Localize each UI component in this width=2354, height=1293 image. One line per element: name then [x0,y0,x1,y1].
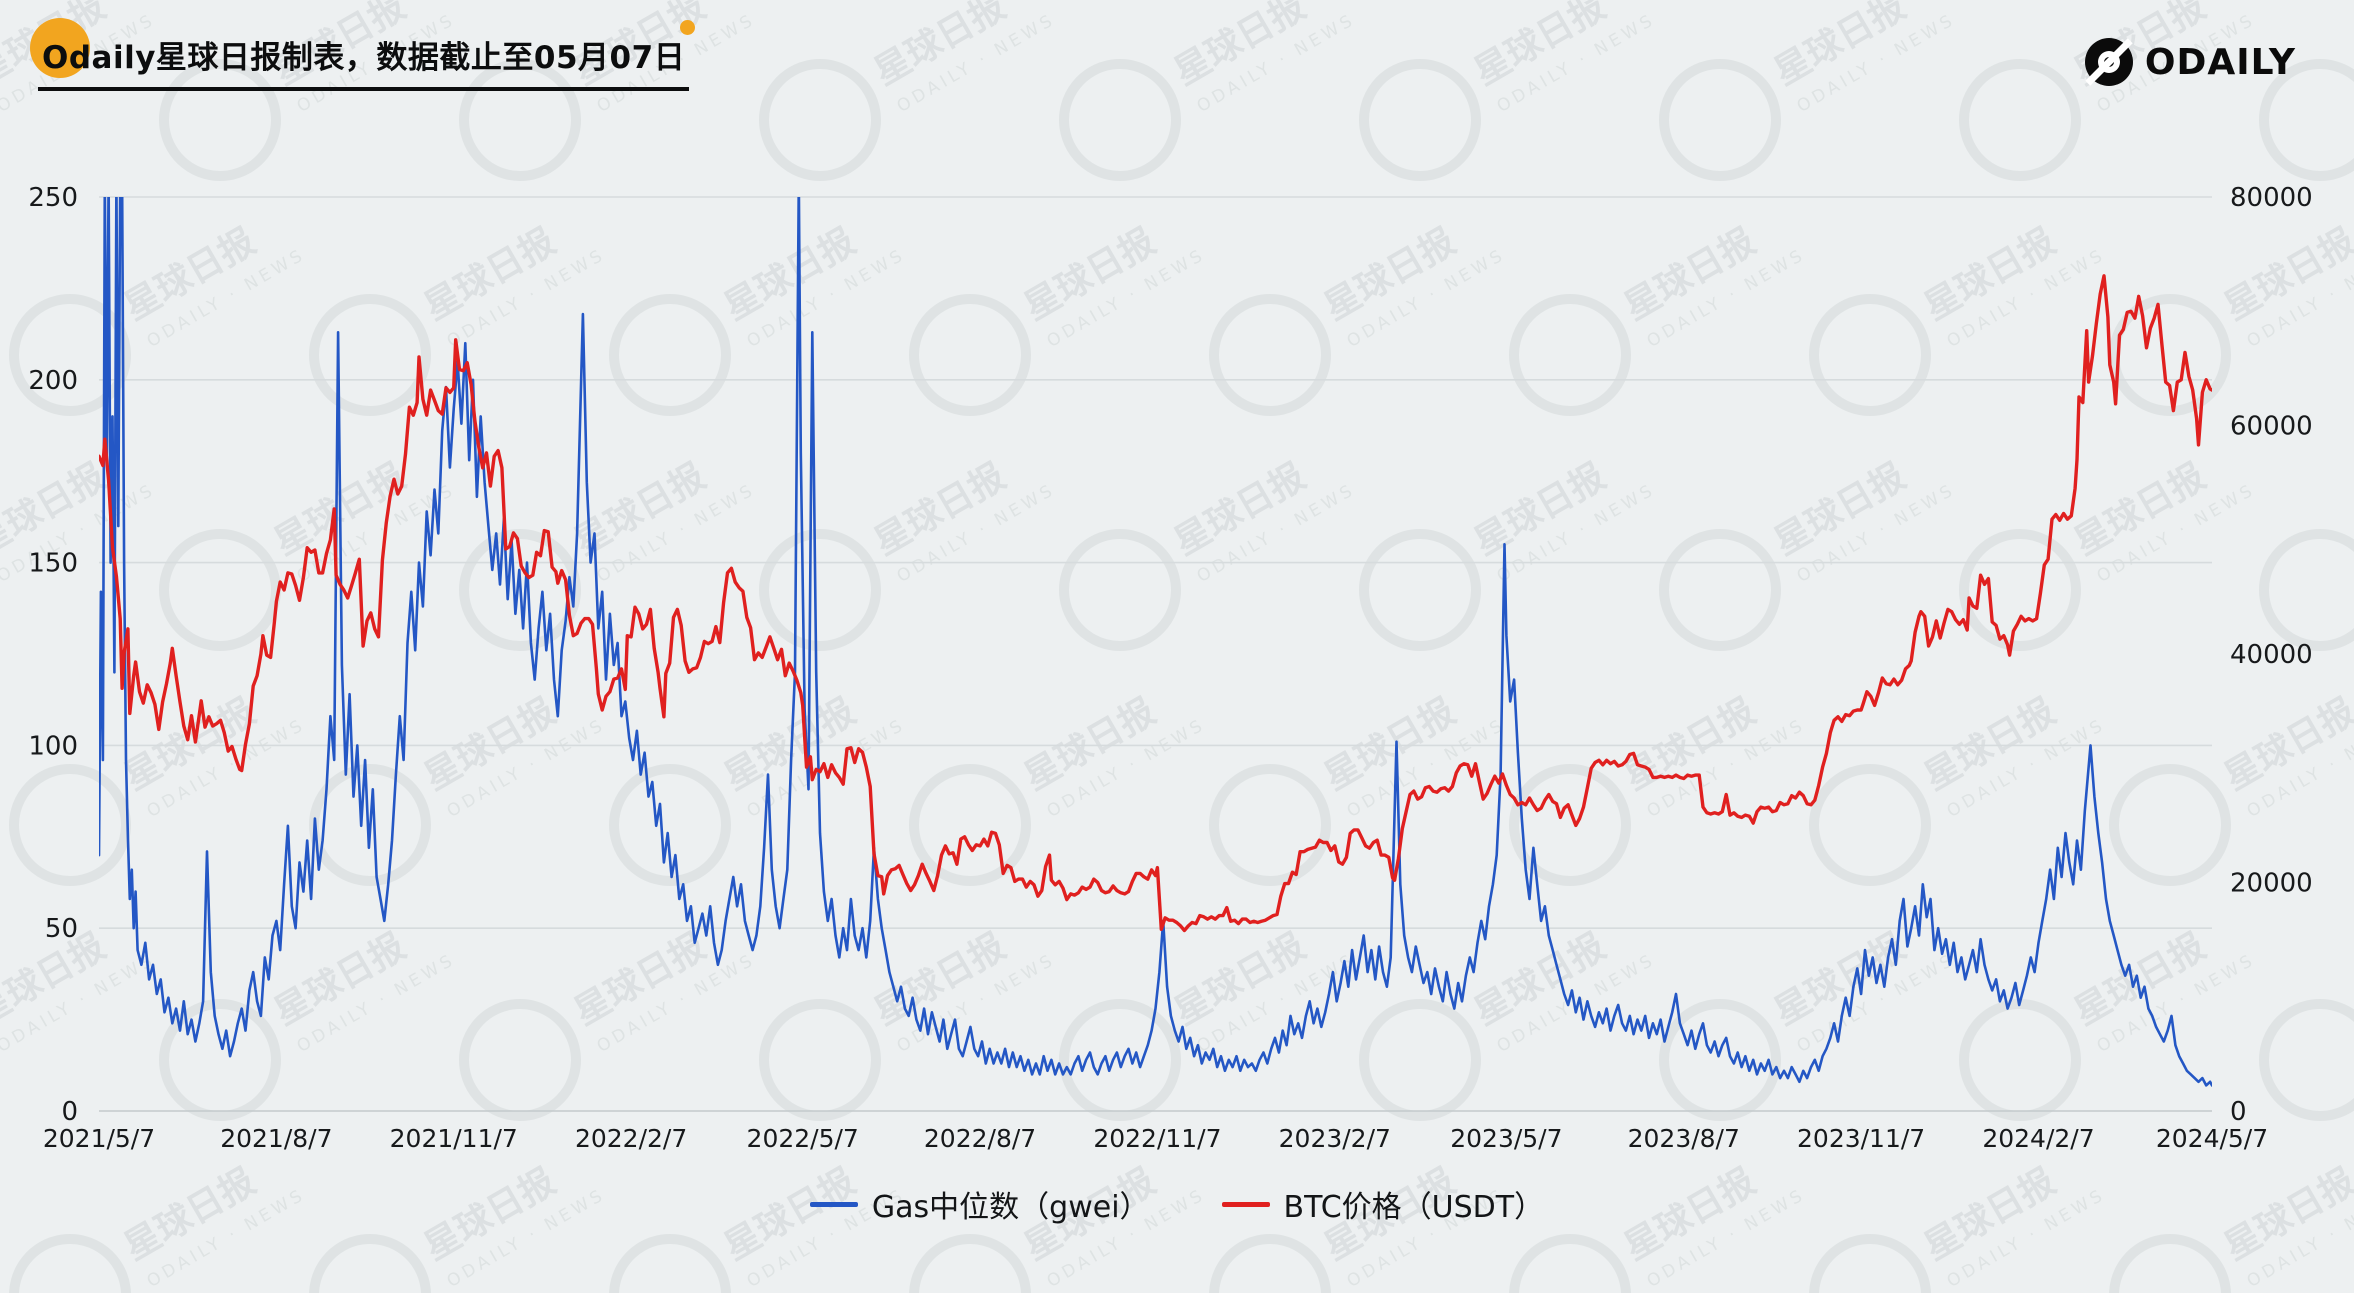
report-title-block: Odaily星球日报制表，数据截止至05月07日 [30,18,696,91]
odaily-logo-text: ODAILY [2144,41,2296,83]
page-title: Odaily星球日报制表，数据截止至05月07日 [38,24,690,91]
gridlines: 0 50 100 150 200 250 [28,183,2212,1127]
x-tick-label: 2024/2/7 [1982,1124,2094,1153]
x-tick-label: 2021/5/7 [43,1124,155,1153]
btc-line-swatch [1221,1201,1270,1207]
legend-item-btc: BTC价格（USDT） [1221,1182,1545,1226]
y-left-tick-label: 250 [28,183,78,213]
x-tick-label: 2023/8/7 [1628,1124,1740,1153]
y-left-tick-label: 100 [28,731,78,761]
y-left-tick-label: 50 [45,914,78,944]
x-tick-label: 2024/5/7 [2156,1124,2268,1153]
gas-line-swatch [809,1201,858,1207]
odaily-logo-icon [2084,38,2133,86]
gas-line [99,197,2212,1087]
btc-line [99,274,2212,933]
y-right-tick-label: 40000 [2230,640,2313,670]
x-tick-label: 2023/11/7 [1797,1124,1925,1153]
x-tick-label: 2022/8/7 [924,1124,1036,1153]
y-right-tick-label: 20000 [2230,869,2313,899]
btc-legend-label: BTC价格（USDT） [1283,1190,1545,1225]
y-left-tick-label: 150 [28,549,78,579]
x-tick-label: 2022/11/7 [1093,1124,1221,1153]
y-right-tick-label: 0 [2230,1097,2247,1127]
x-tick-label: 2021/8/7 [220,1124,332,1153]
accent-circle [30,18,90,78]
y-right-tick-label: 80000 [2230,183,2313,213]
chart-legend: Gas中位数（gwei） BTC价格（USDT） [0,1182,2354,1226]
y-right-tick-label: 60000 [2230,412,2313,442]
x-tick-label: 2023/2/7 [1279,1124,1391,1153]
x-tick-label: 2022/2/7 [575,1124,687,1153]
y-left-tick-label: 0 [61,1097,78,1127]
legend-item-gas: Gas中位数（gwei） [809,1182,1150,1226]
report-header: Odaily星球日报制表，数据截止至05月07日 ODAILY [0,0,2354,120]
accent-dot [680,20,696,35]
gas-legend-label: Gas中位数（gwei） [871,1190,1150,1225]
x-tick-label: 2023/5/7 [1450,1124,1562,1153]
x-tick-label: 2022/5/7 [747,1124,859,1153]
x-tick-label: 2021/11/7 [390,1124,518,1153]
odaily-logo: ODAILY [2083,36,2296,88]
y-left-tick-label: 200 [28,366,78,396]
